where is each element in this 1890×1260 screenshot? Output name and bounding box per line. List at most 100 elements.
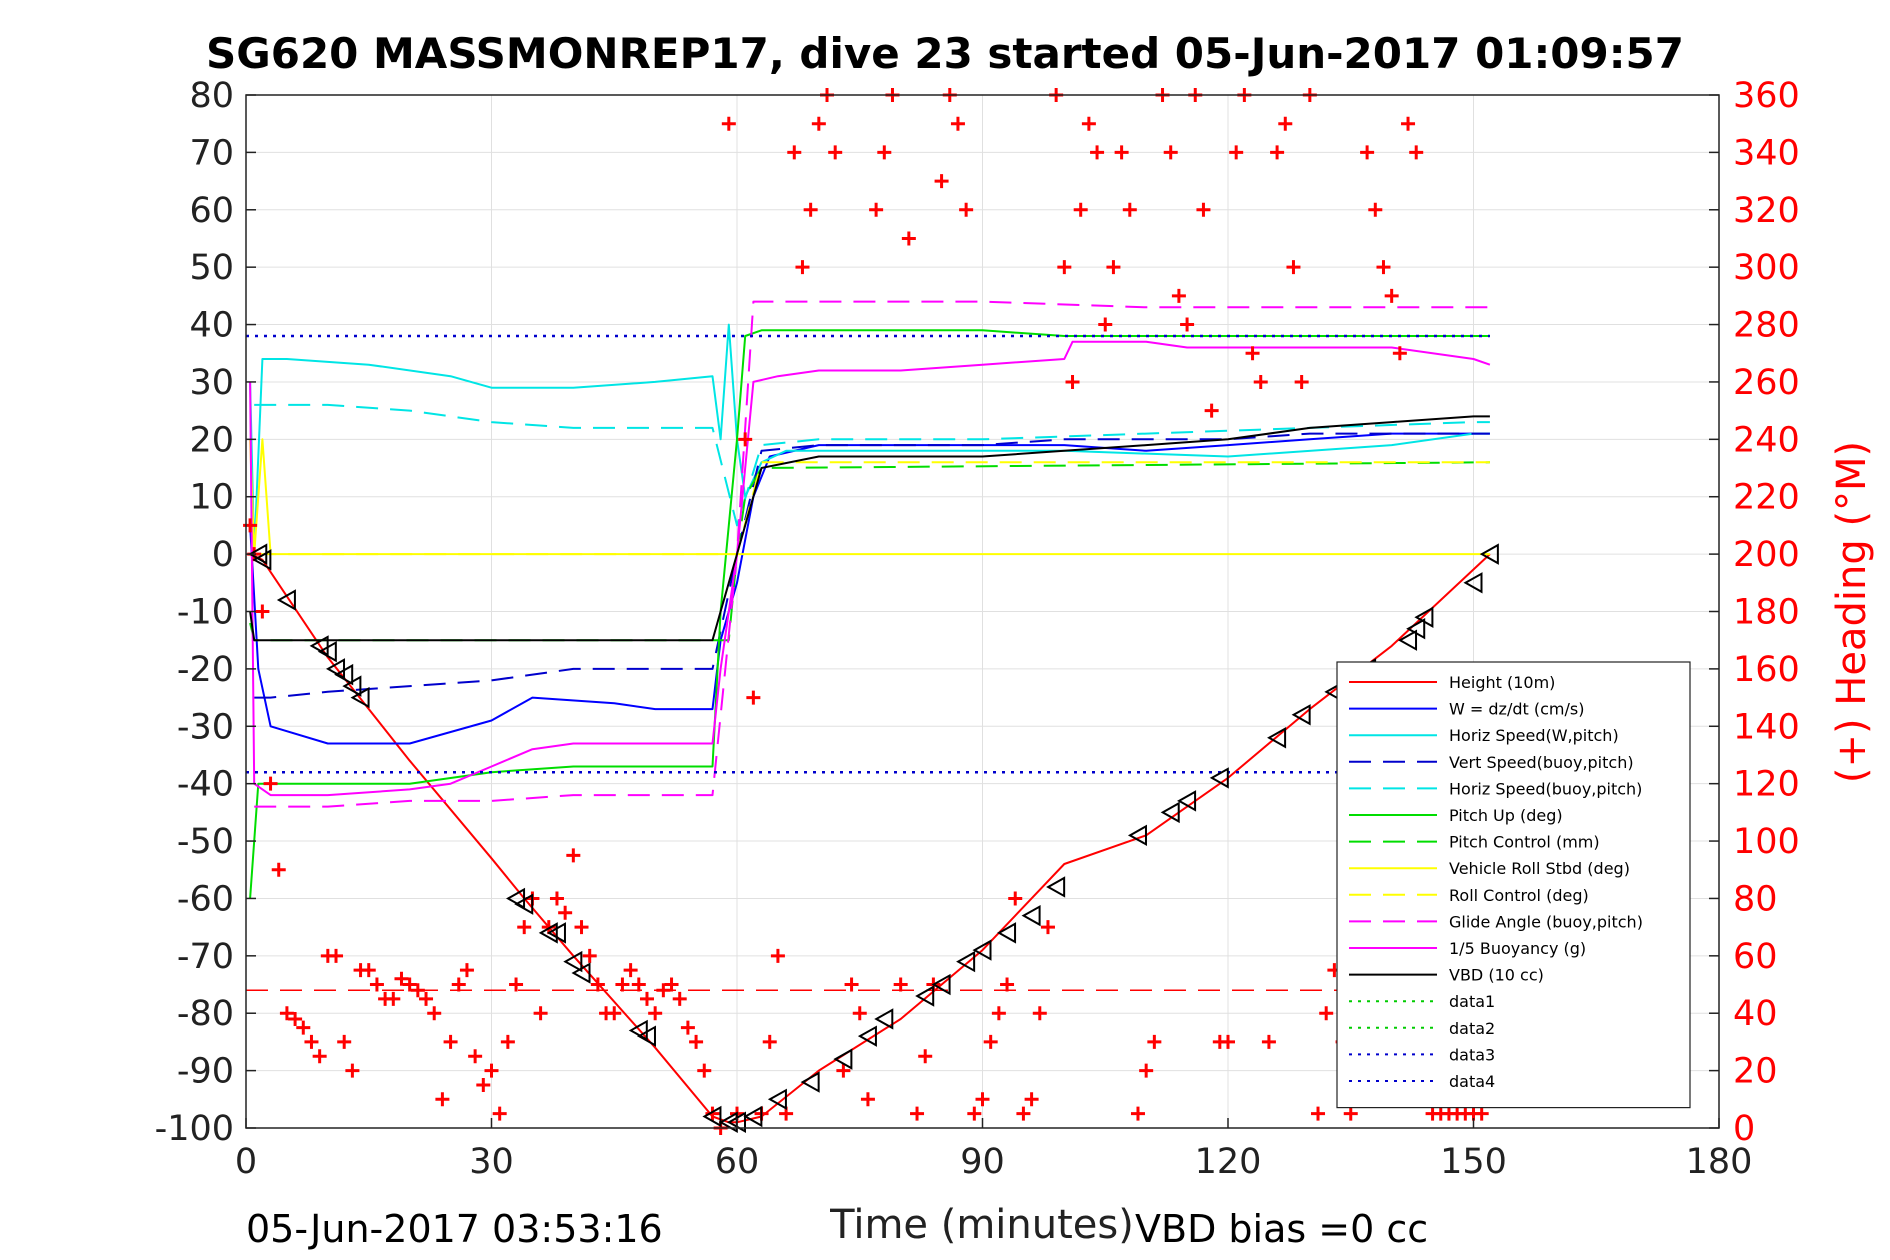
depth-marker <box>571 962 591 984</box>
depth-marker <box>743 1105 763 1128</box>
heading-marker <box>631 977 646 992</box>
heading-marker <box>509 977 524 992</box>
heading-marker <box>1278 116 1293 131</box>
legend-label: data4 <box>1449 1072 1495 1091</box>
depth-marker <box>800 1071 820 1093</box>
y-tick-label: -30 <box>177 707 234 747</box>
y-right-tick-label: 240 <box>1733 420 1800 460</box>
heading-marker <box>402 977 417 992</box>
y-right-tick-label: 340 <box>1733 133 1800 173</box>
heading-marker <box>1000 977 1015 992</box>
x-tick-label: 30 <box>469 1142 514 1182</box>
depth-marker <box>342 675 362 697</box>
heading-marker <box>1016 1106 1031 1121</box>
legend-label: W = dz/dt (cm/s) <box>1449 700 1584 719</box>
x-tick-label: 180 <box>1686 1142 1753 1182</box>
heading-marker <box>1392 346 1407 361</box>
heading-marker <box>877 145 892 160</box>
heading-marker <box>803 202 818 217</box>
y-tick-label: 0 <box>212 535 234 575</box>
y-tick-label: 80 <box>189 76 234 116</box>
heading-marker <box>607 1006 622 1021</box>
series-line <box>249 438 1490 556</box>
heading-marker <box>1401 116 1416 131</box>
heading-marker <box>1130 1106 1145 1121</box>
heading-marker <box>451 977 466 992</box>
heading-marker <box>590 977 605 992</box>
heading-marker <box>329 948 344 963</box>
heading-marker <box>566 848 581 863</box>
depth-marker <box>276 589 296 611</box>
depth-marker <box>350 686 370 709</box>
depth-marker <box>931 973 951 996</box>
heading-marker <box>1065 374 1080 389</box>
y-tick-label: 30 <box>189 363 234 403</box>
heading-marker <box>770 948 785 963</box>
heading-marker <box>1171 288 1186 303</box>
y-right-tick-label: 280 <box>1733 306 1800 346</box>
depth-triangles <box>248 543 1499 1133</box>
heading-marker <box>1106 260 1121 275</box>
heading-marker <box>910 1106 925 1121</box>
heading-marker <box>656 983 671 998</box>
heading-marker <box>860 1092 875 1107</box>
heading-marker <box>1008 891 1023 906</box>
heading-marker <box>312 1049 327 1064</box>
heading-marker <box>476 1077 491 1092</box>
y-tick-label: -60 <box>177 879 234 919</box>
depth-marker <box>1291 704 1311 726</box>
x-tick-label: 60 <box>715 1142 760 1182</box>
legend-label: data2 <box>1449 1019 1495 1038</box>
y-tick-label: -90 <box>177 1052 234 1092</box>
legend-label: Roll Control (deg) <box>1449 886 1589 905</box>
y-tick-label: 40 <box>189 306 234 346</box>
heading-marker <box>836 1063 851 1078</box>
heading-marker <box>1376 260 1391 275</box>
depth-marker <box>1160 801 1180 824</box>
heading-marker <box>967 1106 982 1121</box>
depth-marker <box>857 1025 877 1047</box>
heading-marker <box>468 1049 483 1064</box>
legend-box <box>1336 661 1691 1109</box>
depth-marker <box>1479 543 1499 565</box>
heading-marker <box>1090 145 1105 160</box>
heading-marker <box>893 977 908 992</box>
depth-marker <box>538 922 558 944</box>
heading-marker <box>541 920 556 935</box>
depth-marker <box>1463 572 1483 594</box>
legend-label: Glide Angle (buoy,pitch) <box>1449 912 1643 931</box>
y-right-tick-label: 180 <box>1733 593 1800 633</box>
y-right-tick-label: 220 <box>1733 478 1800 518</box>
heading-marker <box>950 116 965 131</box>
chart-title: SG620 MASSMONREP17, dive 23 started 05-J… <box>206 29 1684 78</box>
heading-marker <box>279 1006 294 1021</box>
y-tick-label: 20 <box>189 420 234 460</box>
heading-marker <box>1286 260 1301 275</box>
heading-marker <box>419 991 434 1006</box>
heading-marker <box>1384 288 1399 303</box>
y-right-tick-label: 120 <box>1733 765 1800 805</box>
heading-marker <box>1311 1106 1326 1121</box>
depth-marker <box>972 939 992 961</box>
depth-marker <box>628 1019 648 1042</box>
depth-marker <box>1406 618 1426 640</box>
y-right-tick-label: 60 <box>1733 937 1778 977</box>
heading-marker <box>672 991 687 1006</box>
legend-label: Vehicle Roll Stbd (deg) <box>1449 859 1630 878</box>
heading-marker <box>1319 1006 1334 1021</box>
heading-marker <box>1221 1034 1235 1049</box>
heading-marker <box>459 963 474 978</box>
heading-marker <box>615 977 630 992</box>
heading-marker <box>762 1034 777 1049</box>
heading-marker <box>959 202 974 217</box>
heading-marker <box>852 1006 867 1021</box>
y-tick-label: 60 <box>189 191 234 231</box>
heading-marker <box>582 948 597 963</box>
heading-marker <box>435 1092 450 1107</box>
y-right-tick-label: 0 <box>1733 1109 1755 1149</box>
depth-marker <box>1267 727 1287 749</box>
heading-marker <box>918 1049 933 1064</box>
depth-marker <box>325 658 346 680</box>
heading-marker <box>492 1106 507 1121</box>
